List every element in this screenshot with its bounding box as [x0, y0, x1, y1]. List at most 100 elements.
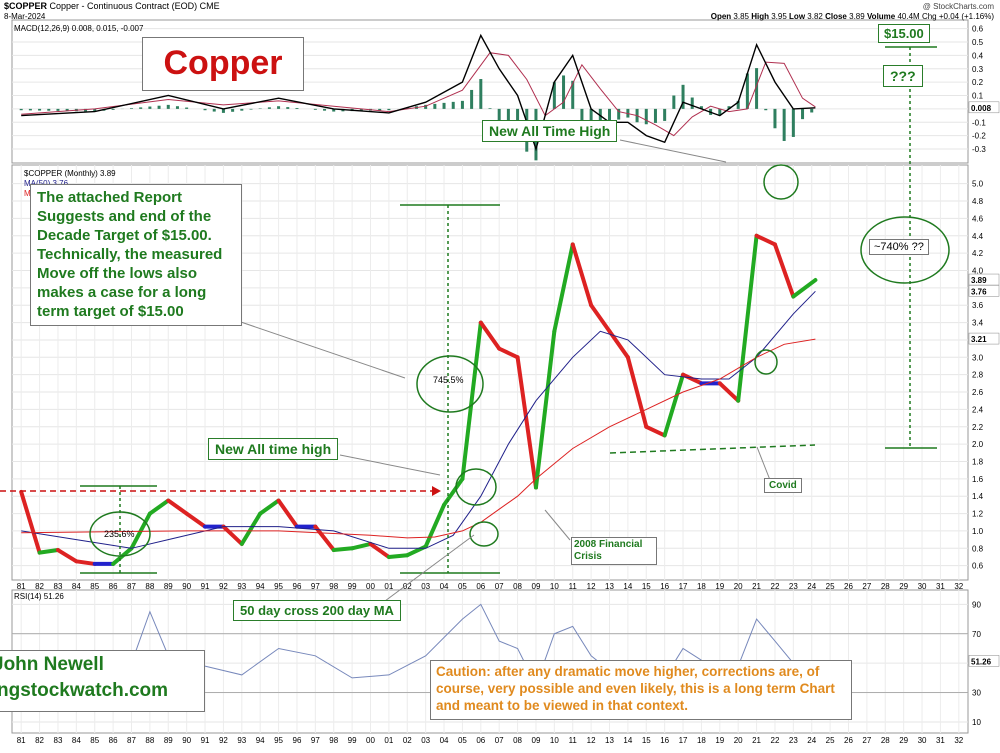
macd-histogram-bar — [461, 101, 464, 109]
x-tick-label-price: 09 — [532, 582, 541, 591]
y-tick-label-macd: 0.5 — [972, 38, 984, 47]
x-tick-label-price: 00 — [366, 582, 375, 591]
x-tick-label-rsi: 04 — [440, 736, 449, 745]
x-tick-label-price: 91 — [201, 582, 210, 591]
y-tick-label-price: 0.6 — [972, 562, 984, 571]
x-tick-label-rsi: 24 — [807, 736, 816, 745]
x-tick-label-price: 01 — [384, 582, 393, 591]
x-tick-label-rsi: 92 — [219, 736, 228, 745]
x-tick-label-rsi: 97 — [311, 736, 320, 745]
pct-future-label: ~740% ?? — [869, 239, 929, 255]
close-label: Close — [825, 12, 847, 21]
x-tick-label-price: 03 — [421, 582, 430, 591]
macd-histogram-bar — [56, 109, 59, 111]
x-tick-label-price: 30 — [918, 582, 927, 591]
macd-histogram-bar — [562, 75, 565, 108]
x-tick-label-rsi: 94 — [256, 736, 265, 745]
x-tick-label-price: 95 — [274, 582, 283, 591]
x-tick-label-price: 27 — [862, 582, 871, 591]
covid-label: Covid — [764, 478, 802, 493]
author-name: John Newell — [0, 654, 104, 676]
y-tick-label-price: 1.6 — [972, 475, 984, 484]
x-tick-label-price: 90 — [182, 582, 191, 591]
macd-badge: 0.008 — [971, 104, 992, 113]
x-tick-label-price: 10 — [550, 582, 559, 591]
macd-histogram-bar — [654, 109, 657, 123]
ma-cross-label: 50 day cross 200 day MA — [233, 600, 401, 621]
y-tick-label-price: 4.2 — [972, 249, 984, 258]
x-tick-label-rsi: 08 — [513, 736, 522, 745]
x-tick-label-rsi: 11 — [569, 736, 578, 745]
x-tick-label-price: 08 — [513, 582, 522, 591]
x-tick-label-rsi: 90 — [182, 736, 191, 745]
macd-histogram-bar — [645, 109, 648, 124]
x-tick-label-rsi: 23 — [789, 736, 798, 745]
x-tick-label-price: 13 — [605, 582, 614, 591]
x-tick-label-price: 16 — [660, 582, 669, 591]
macd-histogram-bar — [443, 103, 446, 109]
x-tick-label-rsi: 14 — [623, 736, 632, 745]
x-tick-label-price: 89 — [164, 582, 173, 591]
price-bar-segment — [389, 555, 407, 557]
y-tick-label-price: 3.4 — [972, 319, 984, 328]
x-tick-label-rsi: 01 — [384, 736, 393, 745]
price-bar-segment — [334, 548, 352, 550]
x-tick-label-price: 18 — [697, 582, 706, 591]
x-tick-label-rsi: 07 — [495, 736, 504, 745]
x-tick-label-rsi: 83 — [54, 736, 63, 745]
x-tick-label-rsi: 95 — [274, 736, 283, 745]
x-tick-label-rsi: 28 — [881, 736, 890, 745]
macd-histogram-bar — [286, 107, 289, 109]
x-tick-label-rsi: 02 — [403, 736, 412, 745]
x-tick-label-rsi: 00 — [366, 736, 375, 745]
macd-histogram-bar — [185, 108, 188, 109]
macd-histogram-bar — [204, 109, 207, 110]
x-tick-label-rsi: 87 — [127, 736, 136, 745]
x-tick-label-rsi: 06 — [476, 736, 485, 745]
macd-histogram-bar — [250, 109, 253, 110]
y-tick-label-macd: -0.1 — [972, 118, 986, 127]
y-tick-label-price: 2.4 — [972, 405, 984, 414]
x-tick-label-price: 21 — [752, 582, 761, 591]
x-tick-label-price: 87 — [127, 582, 136, 591]
y-tick-label-macd: 0.4 — [972, 51, 984, 60]
pct-235-label: 235.6% — [104, 529, 135, 539]
y-tick-label-rsi: 10 — [972, 718, 981, 727]
x-tick-label-rsi: 84 — [72, 736, 81, 745]
new-all-time-high-label: New All Time High — [482, 120, 617, 142]
x-tick-label-rsi: 86 — [109, 736, 118, 745]
x-tick-label-price: 22 — [771, 582, 780, 591]
y-tick-label-macd: 0.2 — [972, 78, 984, 87]
macd-histogram-bar — [176, 106, 179, 109]
y-tick-label-macd: -0.3 — [972, 145, 986, 154]
y-tick-label-price: 2.0 — [972, 440, 984, 449]
x-tick-label-price: 23 — [789, 582, 798, 591]
x-tick-label-rsi: 31 — [936, 736, 945, 745]
macd-histogram-bar — [20, 109, 23, 110]
report-box: The attached Report Suggests and end of … — [30, 184, 242, 326]
y-tick-label-rsi: 30 — [972, 689, 981, 698]
x-tick-label-rsi: 32 — [954, 736, 963, 745]
author-box: John Newell ngstockwatch.com — [0, 650, 205, 712]
y-tick-label-rsi: 70 — [972, 630, 981, 639]
macd-histogram-bar — [231, 109, 234, 112]
x-tick-label-price: 82 — [35, 582, 44, 591]
macd-histogram-bar — [489, 108, 492, 109]
x-tick-label-price: 14 — [623, 582, 632, 591]
x-tick-label-rsi: 10 — [550, 736, 559, 745]
macd-histogram-bar — [139, 107, 142, 109]
macd-histogram-bar — [277, 106, 280, 109]
x-tick-label-rsi: 85 — [90, 736, 99, 745]
y-tick-label-price: 1.0 — [972, 527, 984, 536]
x-tick-label-rsi: 88 — [145, 736, 154, 745]
x-tick-label-price: 26 — [844, 582, 853, 591]
y-tick-label-price: 3.0 — [972, 353, 984, 362]
macd-histogram-bar — [764, 109, 767, 110]
y-tick-label-price: 4.8 — [972, 197, 984, 206]
author-site[interactable]: ngstockwatch.com — [0, 680, 168, 702]
macd-histogram-bar — [38, 109, 41, 111]
x-tick-label-price: 32 — [954, 582, 963, 591]
x-tick-label-rsi: 09 — [532, 736, 541, 745]
caution-box: Caution: after any dramatic move higher,… — [430, 660, 852, 720]
